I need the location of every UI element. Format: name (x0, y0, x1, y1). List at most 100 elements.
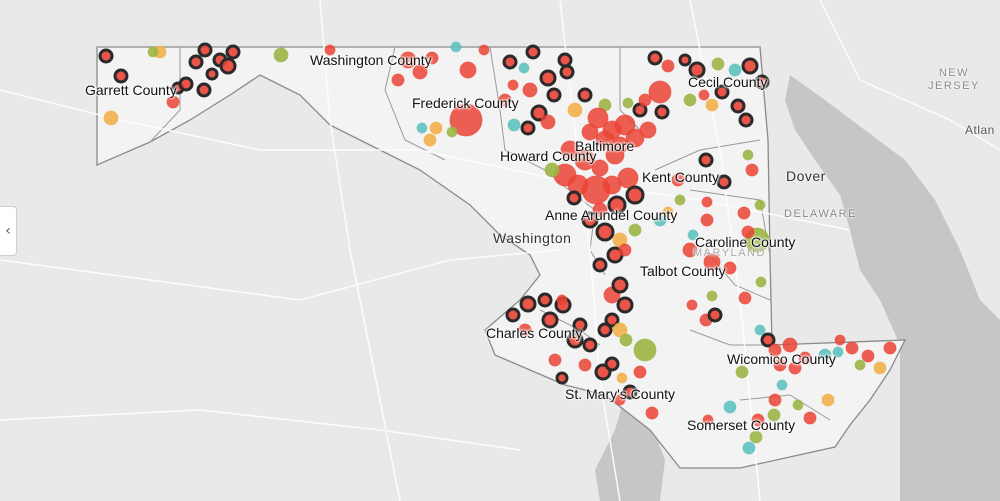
marker-black-ring[interactable] (654, 104, 670, 120)
marker-red[interactable] (745, 163, 759, 177)
marker-black-ring[interactable] (505, 307, 521, 323)
marker-orange[interactable] (873, 361, 887, 375)
marker-black-ring[interactable] (707, 307, 723, 323)
marker-red[interactable] (773, 358, 787, 372)
marker-black-ring[interactable] (625, 185, 645, 205)
marker-red[interactable] (768, 393, 782, 407)
marker-orange[interactable] (662, 206, 674, 218)
marker-red[interactable] (648, 80, 672, 104)
marker-black-ring[interactable] (741, 57, 759, 75)
marker-red[interactable] (399, 51, 417, 69)
marker-teal[interactable] (818, 348, 832, 362)
marker-orange[interactable] (423, 133, 437, 147)
marker-olive[interactable] (755, 276, 767, 288)
marker-red[interactable] (682, 242, 698, 258)
marker-teal[interactable] (776, 379, 788, 391)
marker-black-ring[interactable] (607, 195, 627, 215)
marker-black-ring[interactable] (597, 322, 613, 338)
marker-red[interactable] (578, 358, 592, 372)
marker-red[interactable] (741, 225, 755, 239)
marker-red[interactable] (478, 44, 490, 56)
marker-black-ring[interactable] (716, 174, 732, 190)
marker-red[interactable] (592, 202, 608, 218)
marker-red[interactable] (556, 294, 568, 306)
marker-olive[interactable] (622, 97, 634, 109)
marker-black-ring[interactable] (760, 332, 776, 348)
marker-teal[interactable] (723, 400, 737, 414)
marker-red[interactable] (686, 299, 698, 311)
marker-black-ring[interactable] (604, 312, 620, 328)
marker-red[interactable] (459, 61, 477, 79)
marker-black-ring[interactable] (541, 311, 559, 329)
marker-teal[interactable] (450, 41, 462, 53)
marker-black-ring[interactable] (539, 69, 557, 87)
marker-red[interactable] (522, 82, 538, 98)
marker-red[interactable] (625, 128, 645, 148)
marker-red[interactable] (587, 107, 609, 129)
marker-black-ring[interactable] (730, 98, 746, 114)
marker-red[interactable] (702, 414, 714, 426)
marker-black-ring[interactable] (537, 292, 553, 308)
marker-teal[interactable] (742, 441, 756, 455)
marker-black-ring[interactable] (566, 190, 582, 206)
marker-red[interactable] (633, 365, 647, 379)
marker-olive[interactable] (674, 194, 686, 206)
marker-olive[interactable] (754, 199, 766, 211)
marker-olive[interactable] (749, 430, 763, 444)
marker-black-ring[interactable] (714, 84, 730, 100)
marker-red[interactable] (324, 44, 336, 56)
marker-red[interactable] (166, 95, 180, 109)
marker-orange[interactable] (567, 102, 583, 118)
marker-olive[interactable] (792, 399, 804, 411)
marker-red[interactable] (540, 114, 556, 130)
marker-red[interactable] (737, 206, 751, 220)
marker-olive[interactable] (742, 149, 754, 161)
marker-red[interactable] (661, 59, 675, 73)
marker-orange[interactable] (103, 110, 119, 126)
marker-red[interactable] (723, 261, 737, 275)
marker-red[interactable] (618, 243, 632, 257)
marker-teal[interactable] (687, 229, 699, 241)
marker-black-ring[interactable] (566, 331, 584, 349)
marker-black-ring[interactable] (577, 87, 593, 103)
marker-red[interactable] (798, 351, 812, 365)
marker-orange[interactable] (616, 372, 628, 384)
marker-teal[interactable] (832, 346, 844, 358)
marker-black-ring[interactable] (502, 54, 518, 70)
marker-red[interactable] (883, 341, 897, 355)
marker-teal[interactable] (653, 213, 667, 227)
marker-black-ring[interactable] (622, 384, 638, 400)
marker-red[interactable] (449, 103, 483, 137)
marker-olive[interactable] (628, 223, 642, 237)
marker-olive[interactable] (683, 93, 697, 107)
marker-olive[interactable] (711, 57, 725, 71)
marker-black-ring[interactable] (595, 222, 615, 242)
marker-red[interactable] (391, 73, 405, 87)
marker-orange[interactable] (612, 322, 628, 338)
marker-black-ring[interactable] (738, 112, 754, 128)
marker-black-ring[interactable] (557, 52, 573, 68)
marker-red[interactable] (788, 361, 802, 375)
marker-orange[interactable] (821, 393, 835, 407)
marker-black-ring[interactable] (178, 76, 194, 92)
marker-red[interactable] (768, 343, 782, 357)
marker-red[interactable] (425, 51, 439, 65)
marker-black-ring[interactable] (205, 67, 219, 81)
marker-black-ring[interactable] (525, 44, 541, 60)
marker-red[interactable] (614, 394, 626, 406)
marker-black-ring[interactable] (616, 296, 634, 314)
marker-black-ring[interactable] (754, 74, 770, 90)
marker-teal[interactable] (416, 122, 428, 134)
marker-olive[interactable] (767, 408, 781, 422)
marker-black-ring[interactable] (225, 44, 241, 60)
marker-black-ring[interactable] (678, 53, 692, 67)
marker-red[interactable] (701, 196, 713, 208)
marker-olive[interactable] (706, 290, 718, 302)
marker-black-ring[interactable] (219, 57, 237, 75)
marker-black-ring[interactable] (196, 82, 212, 98)
marker-red[interactable] (595, 130, 615, 150)
marker-red[interactable] (834, 334, 846, 346)
marker-red[interactable] (617, 167, 639, 189)
